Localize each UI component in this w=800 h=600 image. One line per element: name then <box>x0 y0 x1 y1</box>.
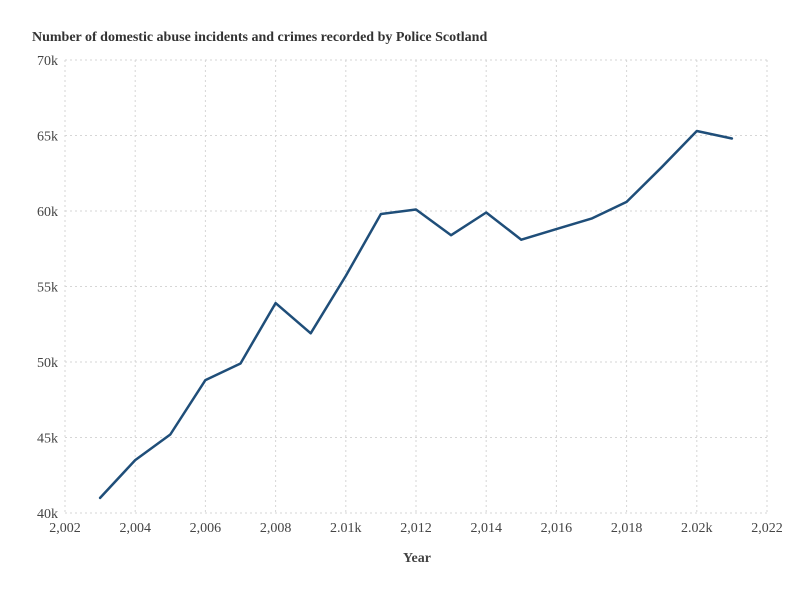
x-tick-label: 2,022 <box>751 521 783 536</box>
y-tick-label: 40k <box>37 507 58 522</box>
x-tick-label: 2,016 <box>541 521 573 536</box>
x-tick-label: 2,004 <box>119 521 151 536</box>
y-tick-label: 55k <box>37 281 58 296</box>
x-tick-label: 2,012 <box>400 521 432 536</box>
x-tick-label: 2,008 <box>260 521 292 536</box>
y-tick-label: 70k <box>37 54 58 69</box>
grid <box>64 59 768 514</box>
chart-title: Number of domestic abuse incidents and c… <box>32 30 488 45</box>
x-tick-label: 2.02k <box>681 521 713 536</box>
x-tick-label: 2,018 <box>611 521 643 536</box>
y-tick-label: 45k <box>37 432 58 447</box>
x-tick-label: 2,002 <box>49 521 81 536</box>
x-tick-label: 2,014 <box>470 521 502 536</box>
y-tick-label: 50k <box>37 356 58 371</box>
series-line <box>98 129 734 500</box>
x-axis-title: Year <box>403 551 431 566</box>
x-axis-ticks: 2,002 2,004 2,006 2,008 2.01k 2,012 2,014 2,016… <box>49 521 783 536</box>
y-tick-label: 65k <box>37 130 58 145</box>
y-tick-label: 60k <box>37 205 58 220</box>
y-axis-ticks: 40k 45k 50k 55k 60k 65k 70k <box>37 54 58 522</box>
series-group <box>98 129 734 500</box>
x-tick-label: 2,006 <box>190 521 222 536</box>
x-tick-label: 2.01k <box>330 521 362 536</box>
